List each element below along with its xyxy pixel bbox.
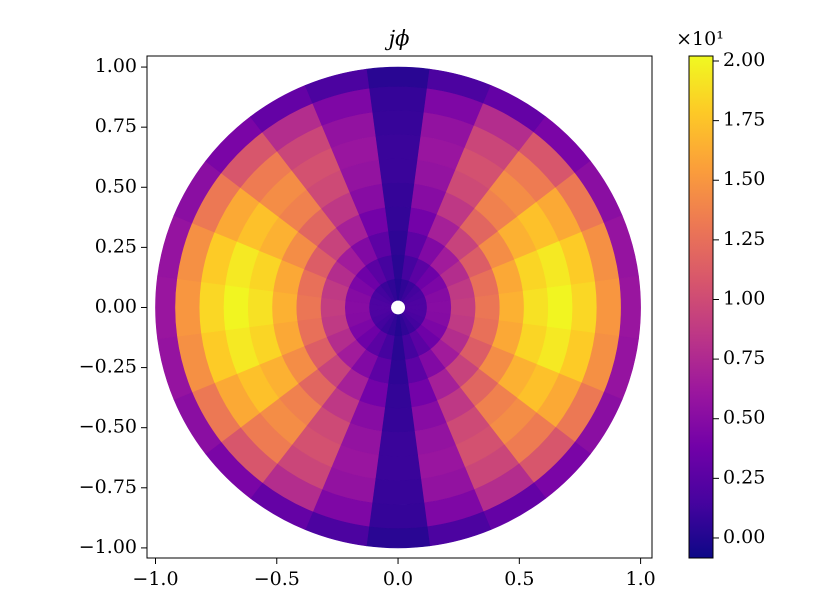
heatmap-cell (374, 134, 422, 161)
heatmap-cell (387, 359, 409, 385)
heatmap-cell (368, 86, 428, 113)
colorbar-tick-label: 1.25 (723, 228, 765, 250)
heatmap-cell (522, 287, 549, 328)
heatmap-cell (374, 454, 422, 481)
heatmap-cell (474, 293, 501, 321)
colorbar-tick-label: 1.50 (723, 168, 765, 190)
heatmap-cell (271, 290, 298, 325)
colorbar-tick-label: 0.25 (723, 466, 765, 488)
heatmap-cell (366, 526, 431, 549)
heatmap-cell (594, 278, 622, 337)
x-tick-label: 0.0 (383, 568, 413, 590)
heatmap-cell (368, 502, 428, 529)
colorbar-offset: ×10¹ (676, 28, 724, 50)
heatmap-cell (371, 478, 425, 505)
heatmap-cell (174, 278, 202, 337)
x-tick-label: −0.5 (254, 568, 300, 590)
y-tick-label: 0.50 (95, 175, 137, 197)
heatmap-cell (295, 293, 322, 321)
heatmap (155, 66, 641, 549)
heatmap-cell (381, 407, 415, 433)
heatmap-cell (546, 284, 573, 331)
heatmap-cell (247, 287, 274, 328)
y-tick-label: 0.75 (95, 115, 137, 137)
heatmap-cell (384, 383, 412, 409)
heatmap-cell (378, 431, 419, 457)
colorbar-tick-label: 0.00 (723, 526, 765, 548)
y-tick-label: 1.00 (95, 55, 137, 77)
colorbar (688, 55, 714, 559)
y-tick-label: −1.00 (79, 536, 137, 558)
chart-title: jϕ (385, 27, 410, 51)
x-tick-label: 0.5 (504, 568, 534, 590)
heatmap-cell (320, 297, 346, 318)
heatmap-cell (384, 206, 412, 232)
colorbar-tick-label: 2.00 (723, 49, 765, 71)
colorbar-tick-label: 1.00 (723, 287, 765, 309)
x-tick-label: −1.0 (132, 568, 178, 590)
heatmap-cell (304, 68, 370, 104)
colorbar-tick-label: 1.75 (723, 109, 765, 131)
heatmap-cell (223, 284, 250, 331)
heatmap-cell (618, 275, 641, 340)
heatmap-cell (570, 281, 598, 334)
heatmap-cell (366, 66, 431, 89)
heatmap-cell (381, 182, 415, 208)
y-tick-label: 0.00 (95, 295, 137, 317)
heatmap-cell (155, 275, 178, 340)
heatmap-cell (387, 230, 409, 256)
heatmap-cell (371, 110, 425, 137)
x-tick-label: 1.0 (625, 568, 655, 590)
colorbar-tick-label: 0.75 (723, 347, 765, 369)
heatmap-cell (450, 297, 476, 318)
y-tick-label: −0.25 (79, 356, 137, 378)
colorbar-tick-label: 0.50 (723, 407, 765, 429)
y-tick-label: −0.75 (79, 476, 137, 498)
heatmap-cell (498, 290, 525, 325)
heatmap-cell (378, 158, 419, 184)
y-tick-label: −0.50 (79, 416, 137, 438)
heatmap-cell (198, 281, 226, 334)
y-tick-label: 0.25 (95, 235, 137, 257)
